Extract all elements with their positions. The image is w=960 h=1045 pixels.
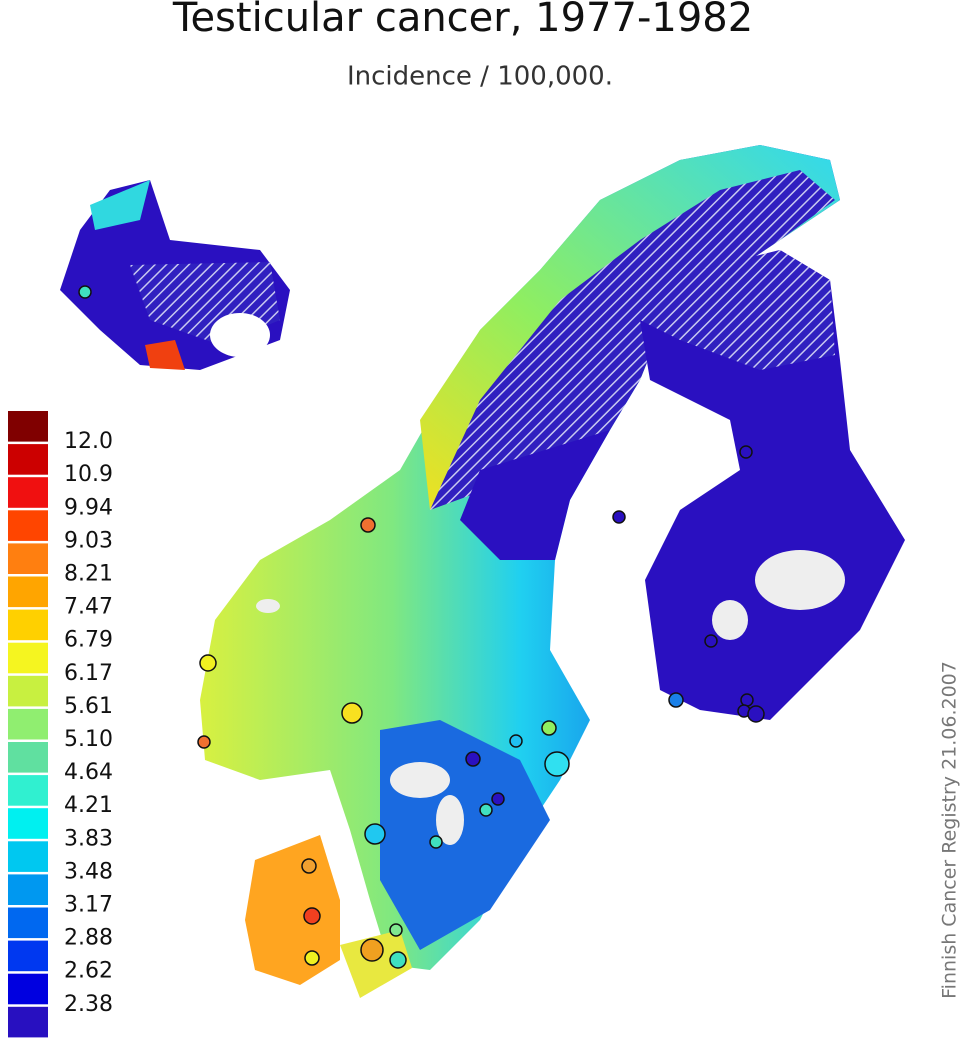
map — [60, 145, 905, 998]
marker — [302, 859, 316, 873]
legend-label: 8.21 — [64, 562, 113, 587]
legend-swatch — [8, 577, 48, 608]
marker — [492, 793, 504, 805]
legend-label: 6.17 — [64, 661, 113, 686]
marker — [705, 635, 717, 647]
lake — [256, 599, 280, 613]
legend-label: 2.38 — [64, 992, 113, 1017]
marker — [200, 655, 216, 671]
legend-label: 2.88 — [64, 926, 113, 951]
legend-label: 10.9 — [64, 462, 113, 487]
marker — [542, 721, 556, 735]
legend-label: 5.10 — [64, 727, 113, 752]
legend: 12.0 10.9 9.94 9.03 8.21 7.47 6.79 6.17 5.61 5.10… — [8, 411, 113, 1037]
title: Testicular cancer, 1977-1982 — [172, 0, 753, 41]
legend-label: 3.83 — [64, 826, 113, 851]
legend-swatch — [8, 908, 48, 939]
marker — [361, 518, 375, 532]
legend-swatch — [8, 775, 48, 806]
legend-label: 12.0 — [64, 429, 113, 454]
marker — [342, 703, 362, 723]
marker — [79, 286, 91, 298]
legend-swatch — [8, 610, 48, 641]
lake — [755, 550, 845, 610]
legend-label: 6.79 — [64, 628, 113, 653]
glacier — [210, 313, 270, 357]
credit: Finnish Cancer Registry 21.06.2007 — [939, 661, 960, 999]
marker — [304, 908, 320, 924]
marker — [361, 939, 383, 961]
legend-swatch — [8, 974, 48, 1005]
legend-swatch — [8, 742, 48, 773]
lake — [712, 600, 748, 640]
legend-label: 5.61 — [64, 694, 113, 719]
legend-swatch — [8, 1007, 48, 1038]
legend-swatch — [8, 874, 48, 905]
marker — [741, 694, 753, 706]
legend-label: 9.94 — [64, 495, 113, 520]
legend-swatch — [8, 543, 48, 574]
lake — [390, 762, 450, 798]
legend-label: 3.17 — [64, 893, 113, 918]
marker — [748, 706, 764, 722]
legend-swatch — [8, 643, 48, 674]
marker — [466, 752, 480, 766]
marker — [365, 824, 385, 844]
legend-swatch — [8, 808, 48, 839]
legend-swatch — [8, 709, 48, 740]
legend-label: 3.48 — [64, 859, 113, 884]
legend-label: 4.64 — [64, 760, 113, 785]
marker — [390, 952, 406, 968]
legend-swatch — [8, 841, 48, 872]
marker — [740, 446, 752, 458]
legend-swatch — [8, 411, 48, 442]
subtitle: Incidence / 100,000. — [347, 62, 613, 92]
marker — [613, 511, 625, 523]
legend-swatch — [8, 444, 48, 475]
legend-swatch — [8, 676, 48, 707]
legend-label: 7.47 — [64, 595, 113, 620]
marker — [198, 736, 210, 748]
marker — [510, 735, 522, 747]
legend-swatch — [8, 510, 48, 541]
marker — [305, 951, 319, 965]
marker — [480, 804, 492, 816]
marker — [430, 836, 442, 848]
denmark — [245, 835, 340, 985]
legend-label: 2.62 — [64, 959, 113, 984]
legend-label: 9.03 — [64, 528, 113, 553]
marker — [669, 693, 683, 707]
marker — [545, 752, 569, 776]
legend-swatch — [8, 941, 48, 972]
legend-swatch — [8, 477, 48, 508]
legend-label: 4.21 — [64, 793, 113, 818]
marker — [390, 924, 402, 936]
